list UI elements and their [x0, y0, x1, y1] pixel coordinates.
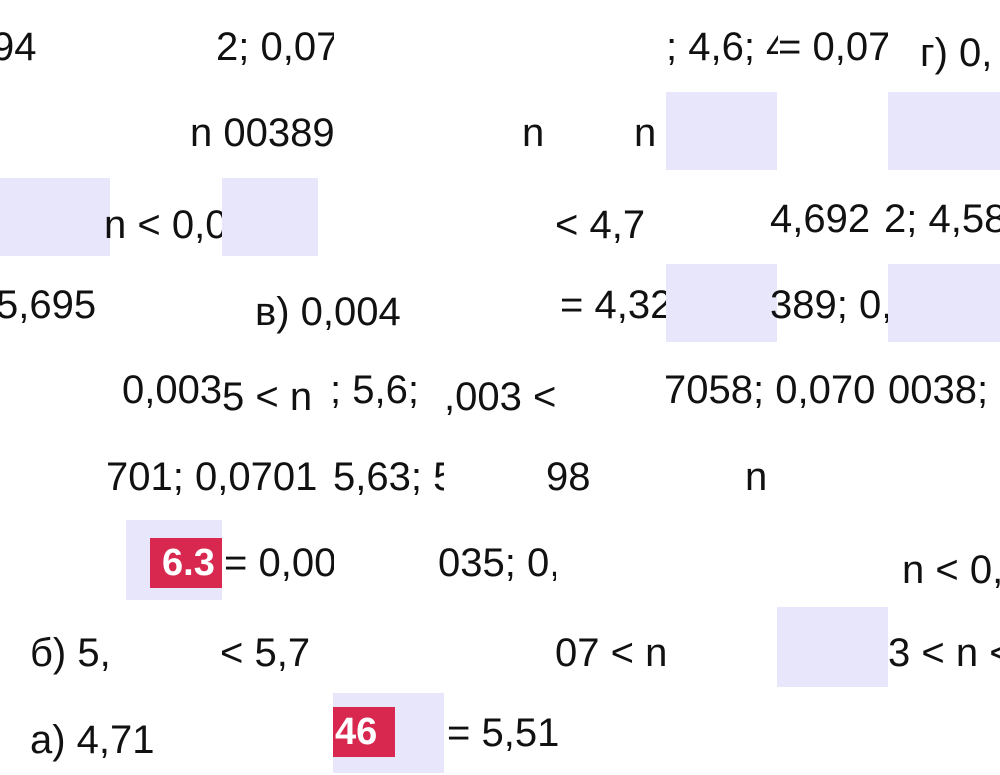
fragment[interactable]: 5 < n	[222, 375, 313, 419]
fragment[interactable]: ,003 <	[444, 375, 556, 419]
answer-slot[interactable]	[888, 264, 1000, 342]
fragment[interactable]: ; 4,6; 4	[666, 25, 778, 69]
fragment[interactable]: = 0,07	[778, 25, 888, 69]
fragment[interactable]: 5,63; 5	[333, 455, 444, 499]
fragment[interactable]: 389; 0,	[770, 283, 888, 327]
fragment[interactable]: < 4,7	[555, 203, 646, 247]
fragment[interactable]: 0,003	[122, 368, 222, 412]
fragment[interactable]: 0038;	[888, 368, 989, 412]
fragment[interactable]: 98	[546, 455, 591, 499]
fragment[interactable]: n	[634, 111, 657, 155]
fragment[interactable]: ; 5,6;	[330, 368, 419, 412]
fragment[interactable]: = 0,00	[224, 541, 334, 585]
fragment[interactable]: = 5,51	[447, 711, 560, 755]
fragment[interactable]: = 4,32	[560, 283, 666, 327]
fragment[interactable]: 07 < n	[555, 631, 666, 675]
fragment[interactable]: n	[745, 455, 768, 499]
selected-badge[interactable]: 6.3	[150, 538, 222, 588]
fragment[interactable]: 5,695	[0, 283, 97, 327]
fragment[interactable]: 2; 4,58	[884, 197, 1000, 241]
answer-slot[interactable]	[777, 607, 888, 687]
fragment[interactable]: < 5,7	[220, 631, 311, 675]
selected-badge[interactable]: 46	[333, 707, 395, 757]
answer-slot[interactable]	[222, 178, 318, 256]
fragment[interactable]: 7058; 0,070	[664, 368, 876, 412]
answer-slot[interactable]	[666, 92, 777, 170]
fragment[interactable]: в) 0,004	[255, 290, 401, 334]
answer-slot[interactable]	[0, 178, 110, 256]
fragment[interactable]: г) 0,	[920, 31, 993, 75]
fragment[interactable]: n < 0,07	[104, 203, 222, 247]
fragment[interactable]: 2; 0,07	[216, 25, 334, 69]
fragment[interactable]: n	[522, 111, 545, 155]
fragment[interactable]: 3 < n <	[888, 631, 1000, 675]
fragment[interactable]: б) 5,	[30, 631, 111, 675]
fragment[interactable]: 94	[0, 25, 37, 69]
fragment[interactable]: 035; 0,	[438, 541, 556, 585]
fragment[interactable]: а) 4,71	[30, 718, 155, 762]
fragment[interactable]: n < 0,	[902, 548, 1000, 592]
fragment[interactable]: 701; 0,0701	[106, 455, 318, 499]
answer-slot[interactable]	[666, 264, 777, 342]
fragment[interactable]: 4,692	[770, 197, 871, 241]
fragment[interactable]: n 00389	[190, 111, 334, 155]
answer-slot[interactable]	[888, 92, 1000, 170]
